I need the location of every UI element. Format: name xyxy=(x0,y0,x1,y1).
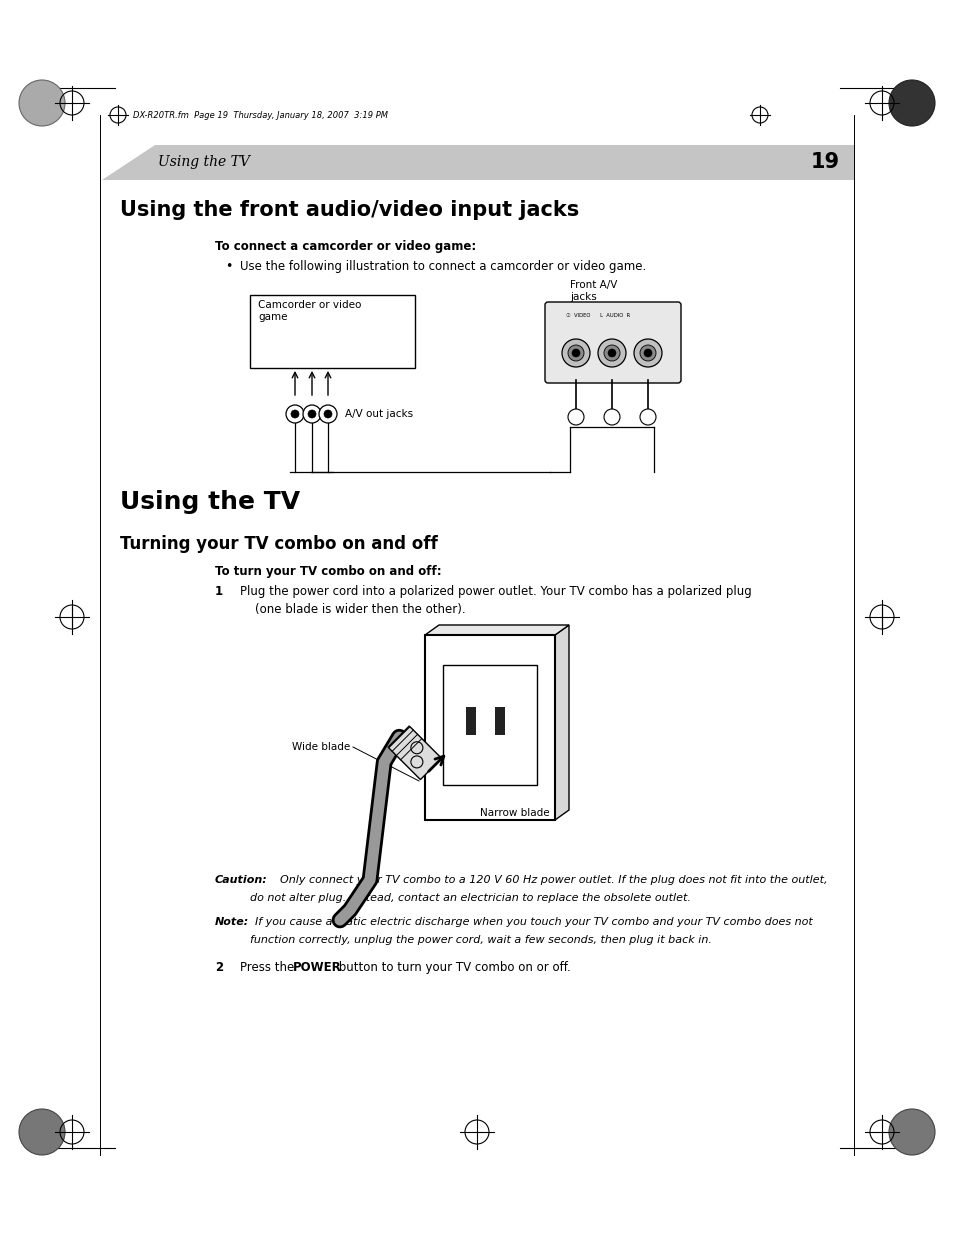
Circle shape xyxy=(634,338,661,367)
Text: •: • xyxy=(225,261,233,273)
Circle shape xyxy=(603,345,619,361)
Bar xyxy=(250,295,415,368)
Circle shape xyxy=(291,410,298,417)
Text: Narrow blade: Narrow blade xyxy=(479,808,549,818)
Text: 19: 19 xyxy=(810,152,840,172)
Text: To connect a camcorder or video game:: To connect a camcorder or video game: xyxy=(214,240,476,253)
FancyBboxPatch shape xyxy=(544,303,680,383)
Polygon shape xyxy=(424,625,568,635)
Circle shape xyxy=(318,405,336,424)
Circle shape xyxy=(639,409,656,425)
Text: Turning your TV combo on and off: Turning your TV combo on and off xyxy=(120,535,437,553)
Circle shape xyxy=(603,409,619,425)
Circle shape xyxy=(888,1109,934,1155)
Text: Plug the power cord into a polarized power outlet. Your TV combo has a polarized: Plug the power cord into a polarized pow… xyxy=(240,585,751,598)
Circle shape xyxy=(643,350,651,357)
Text: 2: 2 xyxy=(214,961,223,974)
Text: Using the TV: Using the TV xyxy=(158,156,250,169)
Text: Note:: Note: xyxy=(214,918,249,927)
Text: POWER: POWER xyxy=(293,961,341,974)
Text: A/V out jacks: A/V out jacks xyxy=(345,409,413,419)
Text: Front A/V
jacks: Front A/V jacks xyxy=(569,280,617,301)
Bar xyxy=(442,664,537,785)
Text: Caution:: Caution: xyxy=(214,876,268,885)
Text: do not alter plug. Instead, contact an electrician to replace the obsolete outle: do not alter plug. Instead, contact an e… xyxy=(250,893,690,903)
Bar xyxy=(465,706,476,735)
Circle shape xyxy=(303,405,320,424)
Circle shape xyxy=(561,338,589,367)
Polygon shape xyxy=(388,726,441,779)
Text: Using the front audio/video input jacks: Using the front audio/video input jacks xyxy=(120,200,578,220)
Circle shape xyxy=(639,345,656,361)
Text: DX-R20TR.fm  Page 19  Thursday, January 18, 2007  3:19 PM: DX-R20TR.fm Page 19 Thursday, January 18… xyxy=(132,110,388,120)
Polygon shape xyxy=(555,625,568,820)
Text: Using the TV: Using the TV xyxy=(120,490,300,514)
Text: Camcorder or video
game: Camcorder or video game xyxy=(257,300,361,321)
Text: Only connect your TV combo to a 120 V 60 Hz power outlet. If the plug does not f: Only connect your TV combo to a 120 V 60… xyxy=(280,876,826,885)
Text: button to turn your TV combo on or off.: button to turn your TV combo on or off. xyxy=(335,961,570,974)
Text: Use the following illustration to connect a camcorder or video game.: Use the following illustration to connec… xyxy=(240,261,645,273)
Circle shape xyxy=(324,410,332,417)
Circle shape xyxy=(19,1109,65,1155)
Bar xyxy=(495,706,504,735)
Circle shape xyxy=(308,410,315,417)
Circle shape xyxy=(598,338,625,367)
Bar xyxy=(424,635,555,820)
Circle shape xyxy=(286,405,304,424)
Circle shape xyxy=(607,350,616,357)
Circle shape xyxy=(567,409,583,425)
Circle shape xyxy=(567,345,583,361)
Text: ☉  VIDEO      L  AUDIO  R: ☉ VIDEO L AUDIO R xyxy=(565,312,630,317)
Circle shape xyxy=(888,80,934,126)
Text: 1: 1 xyxy=(214,585,223,598)
Text: (one blade is wider then the other).: (one blade is wider then the other). xyxy=(254,603,465,616)
Circle shape xyxy=(572,350,579,357)
Text: To turn your TV combo on and off:: To turn your TV combo on and off: xyxy=(214,564,441,578)
Text: Press the: Press the xyxy=(240,961,297,974)
Text: If you cause a static electric discharge when you touch your TV combo and your T: If you cause a static electric discharge… xyxy=(254,918,812,927)
Circle shape xyxy=(19,80,65,126)
Text: Wide blade: Wide blade xyxy=(292,742,350,752)
Polygon shape xyxy=(102,144,853,180)
Text: function correctly, unplug the power cord, wait a few seconds, then plug it back: function correctly, unplug the power cor… xyxy=(250,935,711,945)
